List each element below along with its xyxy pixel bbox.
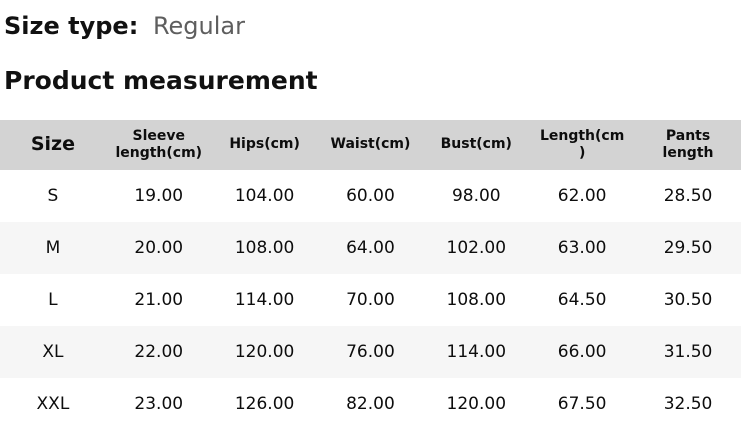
measurement-cell: 82.00 (346, 393, 395, 414)
measurement-cell: 102.00 (446, 237, 507, 258)
measurement-cell: 98.00 (451, 185, 501, 206)
measurement-table: Size Sleeve length(cm) Hips(cm) Waist(cm) Bu… (0, 119, 741, 430)
measurement-cell: 108.00 (234, 237, 295, 258)
measurement-cell: 114.00 (446, 341, 507, 362)
measurement-cell: 22.00 (134, 341, 184, 362)
column-header-length-cm: Length(cm ) (529, 119, 636, 170)
size-type-value: Regular (152, 12, 245, 40)
measurement-cell: 76.00 (346, 341, 395, 362)
table-header: Size Sleeve length(cm) Hips(cm) Waist(cm) Bu… (0, 119, 741, 170)
measurement-cell: 70.00 (346, 289, 395, 310)
size-cell: S (47, 185, 59, 206)
measurement-cell: 23.00 (134, 393, 184, 414)
measurement-cell: 29.50 (663, 237, 713, 258)
measurement-cell: 64.00 (346, 237, 395, 258)
measurement-cell: 104.00 (234, 185, 295, 206)
measurement-cell: 30.50 (663, 289, 713, 310)
measurement-cell: 66.00 (557, 341, 607, 362)
section-title: Product measurement (4, 65, 318, 95)
column-header-hips-cm: Hips(cm) (211, 119, 318, 170)
column-header-pants-length: Pants length (635, 119, 741, 170)
table-row-xl: XL 22.00 120.00 76.00 114.00 66.00 31.50 (0, 325, 741, 378)
measurement-cell: 108.00 (446, 289, 507, 310)
measurement-cell: 120.00 (234, 341, 295, 362)
measurement-cell: 126.00 (234, 393, 295, 414)
measurement-cell: 32.50 (663, 393, 713, 414)
size-type-label: Size type: (4, 12, 139, 40)
table-row-s: S 19.00 104.00 60.00 98.00 62.00 28.50 (0, 170, 741, 222)
column-header-sleeve-length-cm: Sleeve length(cm) (105, 119, 212, 170)
table-header-row: Size Sleeve length(cm) Hips(cm) Waist(cm) Bu… (0, 119, 741, 170)
size-cell: XXL (36, 393, 70, 414)
measurement-cell: 31.50 (663, 341, 713, 362)
measurement-cell: 19.00 (134, 185, 184, 206)
size-cell: XL (42, 341, 64, 362)
column-header-bust-cm: Bust(cm) (423, 119, 530, 170)
table-row-m: M 20.00 108.00 64.00 102.00 63.00 29.50 (0, 221, 741, 274)
size-cell: L (48, 289, 58, 310)
measurement-cell: 21.00 (134, 289, 184, 310)
measurement-cell: 20.00 (134, 237, 184, 258)
column-header-size: Size (0, 119, 106, 170)
size-cell: M (45, 237, 61, 258)
measurement-cell: 60.00 (346, 185, 395, 206)
measurement-cell: 67.50 (557, 393, 607, 414)
measurement-cell: 62.00 (557, 185, 607, 206)
measurement-cell: 63.00 (557, 237, 607, 258)
column-header-waist-cm: Waist(cm) (317, 119, 424, 170)
measurement-cell: 64.50 (557, 289, 607, 310)
table-row-xxl: XXL 23.00 126.00 82.00 120.00 67.50 32.50 (0, 378, 741, 430)
measurement-cell: 28.50 (663, 185, 713, 206)
measurement-cell: 120.00 (446, 393, 507, 414)
table-body: S 19.00 104.00 60.00 98.00 62.00 28.50 M 20.00 10… (0, 170, 741, 430)
table-row-l: L 21.00 114.00 70.00 108.00 64.50 30.50 (0, 274, 741, 326)
measurement-cell: 114.00 (234, 289, 295, 310)
size-type-line: Size type: Regular (0, 12, 750, 41)
